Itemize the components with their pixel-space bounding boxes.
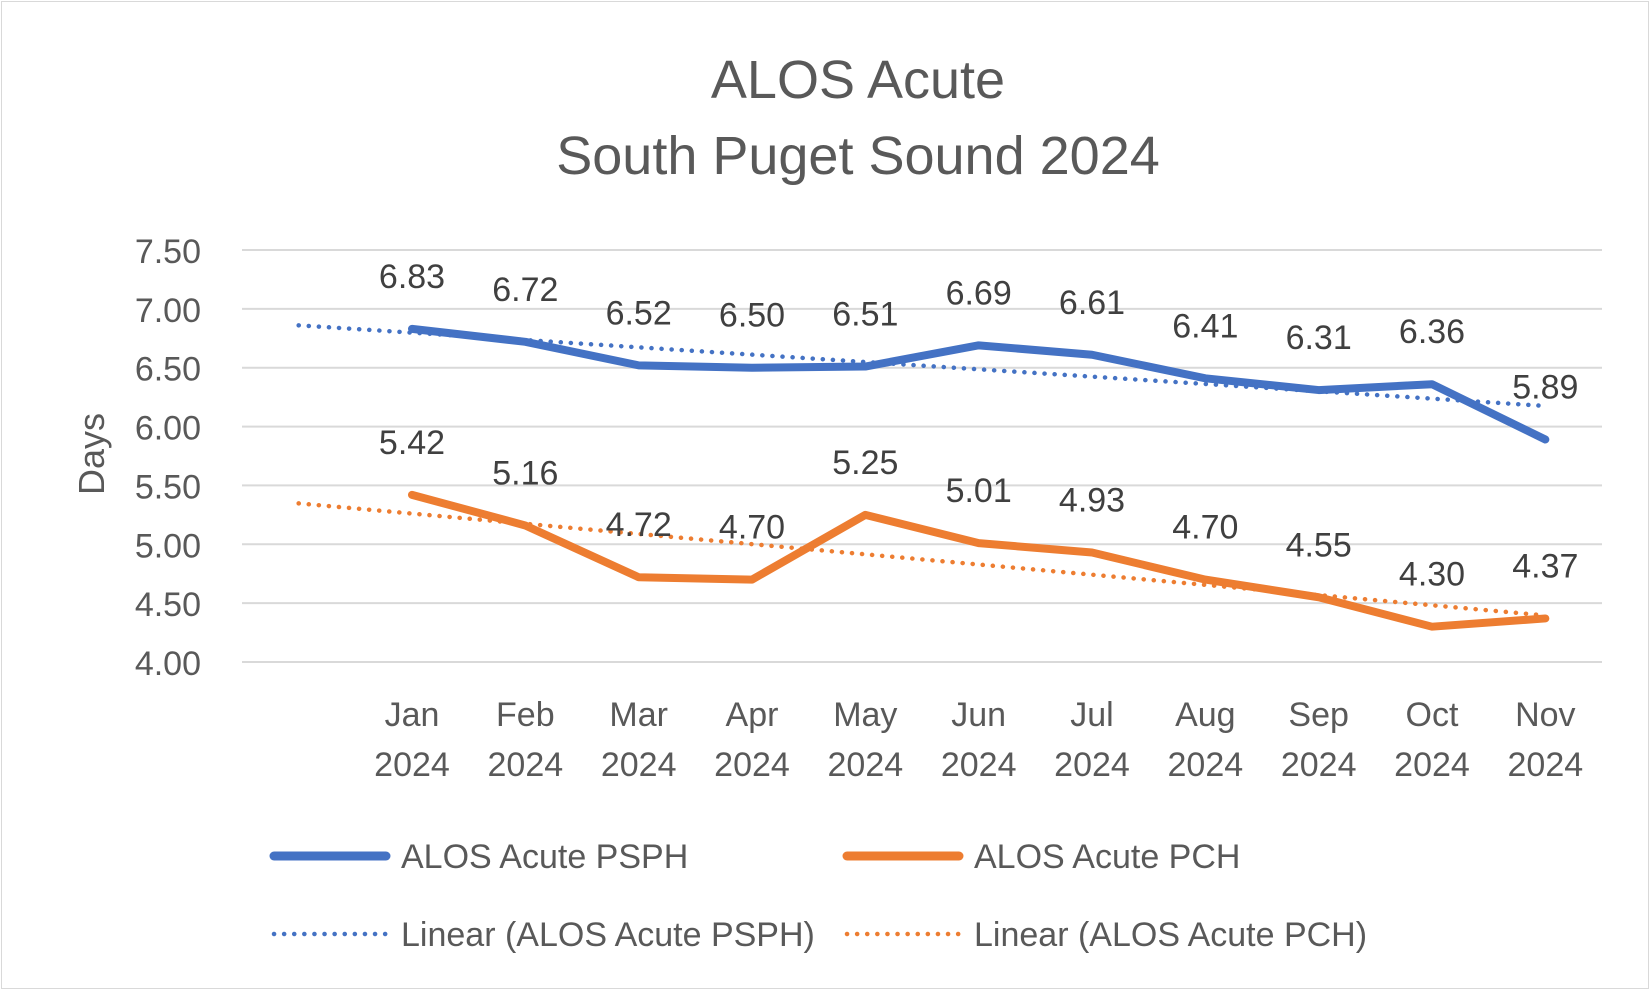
data-label: 6.36	[1399, 313, 1465, 351]
data-label: 5.42	[379, 424, 445, 462]
data-label: 6.69	[946, 274, 1012, 312]
x-tick-label: 2024	[828, 746, 904, 784]
y-tick-label: 6.50	[135, 351, 201, 389]
data-label: 4.93	[1059, 482, 1125, 520]
x-tick-label: 2024	[941, 746, 1017, 784]
x-tick-label: Sep	[1288, 696, 1349, 734]
x-tick-label: Aug	[1175, 696, 1236, 734]
trendlines	[296, 323, 1548, 618]
series-line	[408, 324, 1550, 444]
x-tick-labels: Jan 2024 Feb 2024 Mar 2024 Apr 2024 May 2024 Jun 20…	[374, 696, 1583, 784]
data-label: 5.16	[492, 454, 558, 492]
legend-label: ALOS Acute PSPH	[401, 838, 688, 876]
x-tick-label: 2024	[1281, 746, 1357, 784]
x-tick-label: 2024	[488, 746, 564, 784]
y-axis-label: Days	[71, 413, 112, 495]
y-tick-label: 7.00	[135, 292, 201, 330]
series-line	[408, 490, 1550, 631]
legend-item: Linear (ALOS Acute PSPH)	[271, 916, 815, 954]
y-tick-label: 4.50	[135, 586, 201, 624]
data-label: 5.01	[946, 472, 1012, 510]
data-labels: 6.83 6.72 6.52 6.50 6.51 6.69 6.61 6.41 6.31 6.36…	[379, 258, 1579, 594]
data-label: 6.51	[832, 296, 898, 334]
x-tick-label: 2024	[1394, 746, 1470, 784]
data-label: 4.30	[1399, 556, 1465, 594]
x-tick-label: 2024	[374, 746, 450, 784]
legend-item: ALOS Acute PCH	[842, 838, 1240, 876]
x-tick-label: Feb	[496, 696, 555, 734]
data-label: 6.61	[1059, 284, 1125, 322]
y-tick-labels: 4.00 4.50 5.00 5.50 6.00 6.50 7.00 7.50	[135, 233, 201, 683]
series-lines	[408, 324, 1550, 631]
x-tick-label: 2024	[1168, 746, 1244, 784]
data-label: 5.89	[1512, 369, 1578, 407]
legend-label: Linear (ALOS Acute PCH)	[974, 916, 1367, 954]
chart-title-line-1: ALOS Acute	[711, 50, 1005, 110]
y-tick-label: 4.00	[135, 645, 201, 683]
x-tick-label: Mar	[609, 696, 668, 734]
data-label: 6.52	[606, 294, 672, 332]
gridlines	[242, 249, 1602, 663]
x-tick-label: 2024	[1508, 746, 1584, 784]
x-tick-label: May	[833, 696, 897, 734]
y-tick-label: 6.00	[135, 410, 201, 448]
trendline	[296, 501, 1548, 618]
data-label: 6.31	[1286, 319, 1352, 357]
data-label: 4.72	[606, 506, 672, 544]
x-tick-label: 2024	[714, 746, 790, 784]
chart-title-line-2: South Puget Sound 2024	[556, 126, 1160, 186]
data-label: 6.72	[492, 271, 558, 309]
x-tick-label: Jul	[1070, 696, 1113, 734]
y-tick-label: 7.50	[135, 233, 201, 271]
y-tick-label: 5.50	[135, 468, 201, 506]
x-tick-label: Nov	[1515, 696, 1575, 734]
data-label: 4.55	[1286, 526, 1352, 564]
x-tick-label: Oct	[1406, 696, 1459, 734]
x-tick-label: Jun	[951, 696, 1006, 734]
x-tick-label: Jan	[385, 696, 440, 734]
data-label: 4.70	[1172, 509, 1238, 547]
data-label: 6.41	[1172, 307, 1238, 345]
legend-item: ALOS Acute PSPH	[269, 838, 688, 876]
x-tick-label: Apr	[726, 696, 779, 734]
data-label: 5.25	[832, 444, 898, 482]
chart-title: ALOS Acute South Puget Sound 2024	[556, 50, 1160, 186]
data-label: 4.70	[719, 509, 785, 547]
legend-item: Linear (ALOS Acute PCH)	[844, 916, 1367, 954]
x-tick-label: 2024	[601, 746, 677, 784]
legend: ALOS Acute PSPH ALOS Acute PCH Linear (ALO…	[269, 838, 1367, 954]
legend-label: Linear (ALOS Acute PSPH)	[401, 916, 815, 954]
x-tick-label: 2024	[1054, 746, 1130, 784]
data-label: 4.37	[1512, 547, 1578, 585]
data-label: 6.50	[719, 297, 785, 335]
legend-label: ALOS Acute PCH	[974, 838, 1240, 876]
data-label: 6.83	[379, 258, 445, 296]
y-tick-label: 5.00	[135, 527, 201, 565]
